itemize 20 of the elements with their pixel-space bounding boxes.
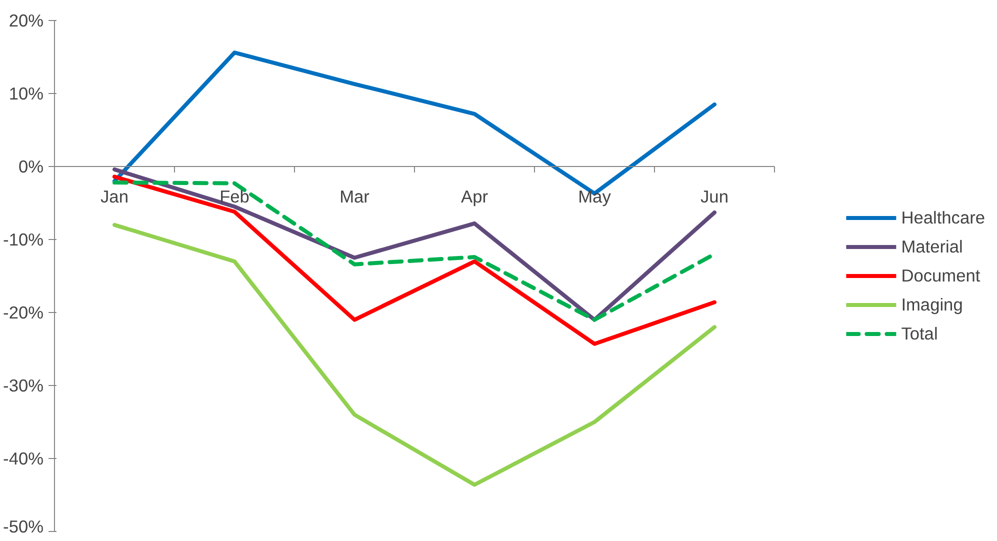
legend-label: Material	[901, 236, 963, 257]
x-tick-label: Apr	[461, 186, 488, 206]
y-tick-label: 10%	[8, 84, 44, 104]
legend-label: Document	[901, 265, 980, 286]
y-tick-label: -40%	[3, 448, 44, 468]
y-tick-label: -20%	[3, 302, 44, 322]
legend-label: Total	[901, 323, 938, 344]
y-tick-label: 20%	[8, 10, 44, 30]
x-tick-label: Jun	[700, 186, 728, 206]
y-tick-label: -30%	[3, 376, 44, 396]
x-tick-label: May	[578, 186, 612, 206]
legend-label: Healthcare	[901, 207, 985, 228]
line-series	[112, 222, 716, 487]
y-tick-label: -10%	[3, 230, 44, 250]
y-tick-label: -50%	[3, 516, 44, 536]
y-tick-label: 0%	[18, 156, 44, 176]
x-tick-label: Jan	[100, 186, 128, 206]
legend-label: Imaging	[901, 294, 963, 315]
x-tick-label: Feb	[220, 186, 250, 206]
x-tick-label: Mar	[340, 186, 370, 206]
